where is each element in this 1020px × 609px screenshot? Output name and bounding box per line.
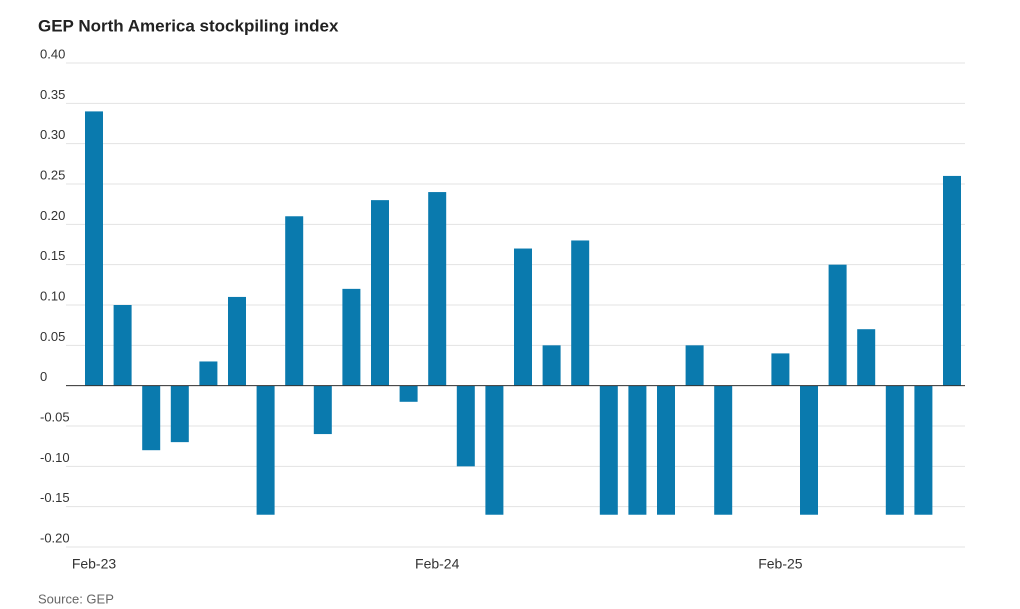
y-tick-label: -0.10 bbox=[40, 450, 70, 465]
bar bbox=[113, 305, 132, 386]
bar bbox=[628, 385, 647, 515]
y-tick-label: 0.25 bbox=[40, 167, 65, 182]
x-tick-label: Feb-24 bbox=[415, 556, 460, 572]
chart-title: GEP North America stockpiling index bbox=[38, 16, 339, 35]
bar bbox=[943, 175, 961, 386]
bar bbox=[514, 248, 532, 386]
x-tick-label: Feb-25 bbox=[758, 556, 803, 572]
bar bbox=[456, 385, 475, 467]
bar bbox=[342, 288, 361, 386]
bar bbox=[142, 385, 161, 451]
y-tick-label: -0.05 bbox=[40, 409, 70, 424]
y-tick-label: 0 bbox=[40, 369, 47, 384]
bar bbox=[399, 385, 418, 402]
y-tick-label: 0.20 bbox=[40, 208, 65, 223]
bar bbox=[85, 111, 103, 386]
bar bbox=[542, 345, 561, 386]
y-tick-label: 0.35 bbox=[40, 87, 65, 102]
bar bbox=[256, 385, 275, 515]
bar bbox=[170, 385, 189, 443]
y-tick-label: 0.30 bbox=[40, 127, 65, 142]
bar bbox=[485, 385, 504, 515]
bar bbox=[714, 385, 733, 515]
bar bbox=[285, 216, 304, 386]
y-tick-label: 0.10 bbox=[40, 288, 65, 303]
y-tick-label: 0.05 bbox=[40, 329, 65, 344]
bar bbox=[914, 385, 933, 515]
bar bbox=[571, 240, 590, 386]
bar bbox=[885, 385, 904, 515]
bar bbox=[771, 353, 790, 386]
y-tick-label: 0.15 bbox=[40, 248, 65, 263]
x-tick-label: Feb-23 bbox=[72, 556, 117, 572]
y-tick-label: -0.20 bbox=[40, 530, 70, 545]
bar bbox=[857, 329, 876, 386]
bar bbox=[599, 385, 618, 515]
bar bbox=[199, 361, 218, 386]
bar bbox=[657, 385, 675, 515]
bar bbox=[228, 296, 246, 386]
y-tick-label: -0.15 bbox=[40, 490, 70, 505]
bar bbox=[313, 385, 332, 435]
y-tick-label: 0.40 bbox=[40, 46, 65, 61]
bar bbox=[685, 345, 704, 386]
bar bbox=[800, 385, 818, 515]
source: Source: GEP bbox=[38, 591, 114, 606]
bar bbox=[428, 192, 447, 386]
bar bbox=[371, 200, 389, 386]
bar bbox=[828, 264, 847, 386]
